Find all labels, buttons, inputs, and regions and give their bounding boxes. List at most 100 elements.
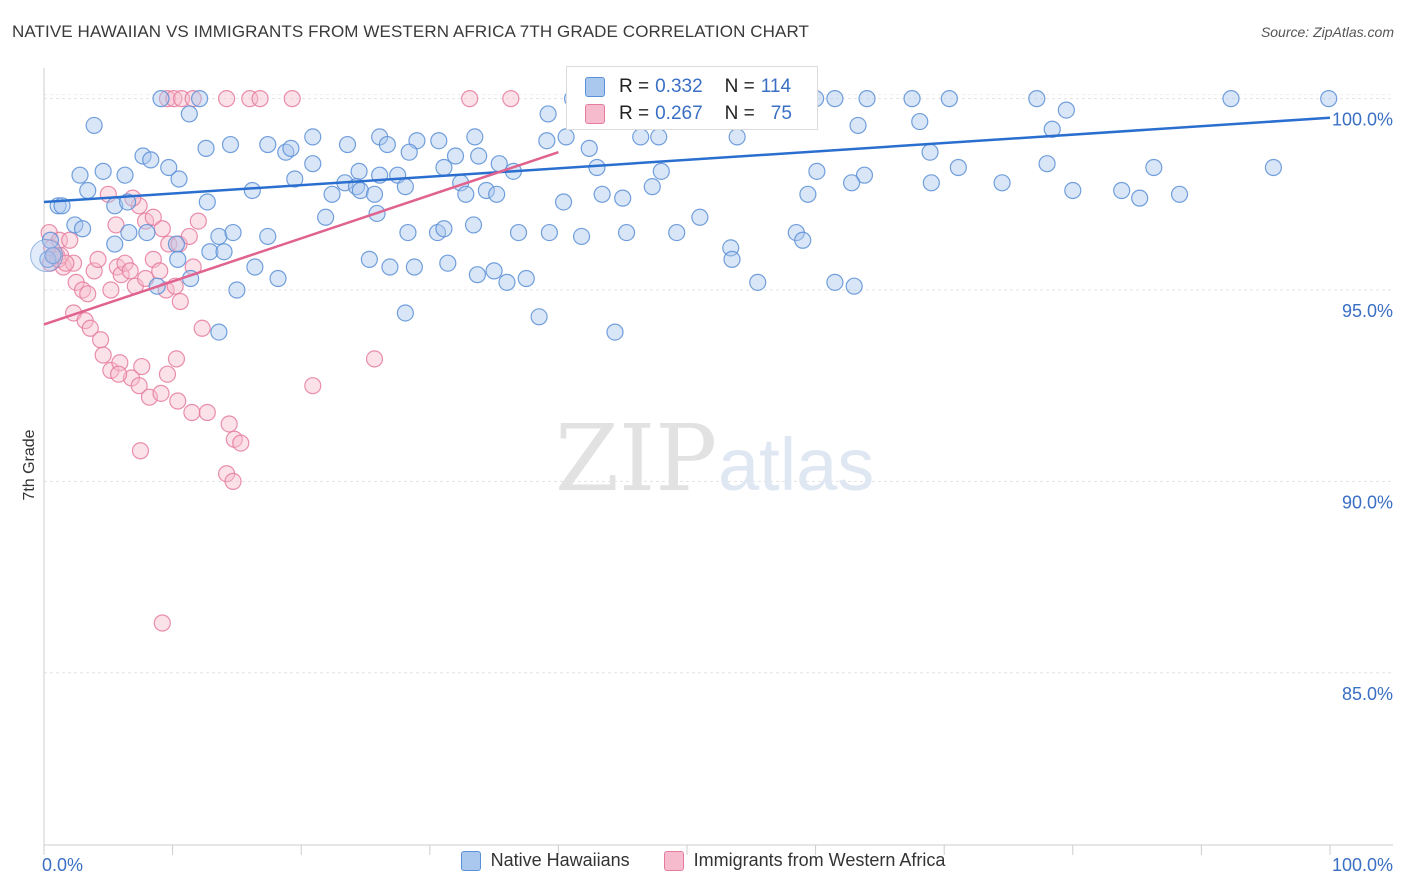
data-point-blue [1064, 181, 1082, 200]
series-native-hawaiians [30, 90, 1338, 341]
legend-swatch-blue [460, 850, 481, 871]
data-point-blue [1131, 189, 1149, 207]
data-point-blue [632, 128, 650, 146]
data-point-pink [461, 90, 479, 108]
data-point-blue [197, 139, 215, 157]
data-point-blue [517, 269, 535, 288]
stats-r-label: R = [619, 103, 650, 124]
data-point-blue [940, 90, 958, 108]
data-point-pink [224, 472, 242, 490]
data-point-blue [169, 250, 187, 268]
data-point-blue [142, 151, 160, 169]
data-point-blue [572, 227, 591, 246]
data-point-blue [338, 135, 357, 154]
data-point-blue [470, 147, 488, 165]
data-point-blue [538, 132, 556, 150]
data-point-blue [530, 308, 548, 326]
data-point-blue [826, 273, 844, 291]
data-point-blue [360, 250, 378, 268]
data-point-blue [554, 193, 573, 211]
watermark-atlas: atlas [718, 423, 874, 506]
data-point-blue [304, 128, 322, 146]
data-point-pink [183, 403, 201, 422]
data-point-blue [1038, 155, 1056, 173]
data-point-blue [210, 227, 228, 246]
data-point-blue [228, 281, 246, 299]
data-point-blue [858, 90, 876, 108]
data-point-pink [158, 90, 177, 108]
watermark: ZIP atlas [555, 405, 874, 512]
data-point-blue [922, 174, 940, 192]
legend-label-blue: Native Hawaiians [490, 850, 630, 870]
stats-r-value: 0.267 [655, 103, 703, 124]
data-point-blue [826, 90, 844, 108]
data-point-blue [1222, 90, 1240, 108]
stats-box: R = 0.332 N = 114 R = 0.267 N = 75 [566, 66, 818, 130]
data-point-blue [903, 90, 921, 108]
data-point-pink [144, 208, 162, 226]
data-point-pink [365, 350, 384, 368]
data-point-pink [133, 357, 151, 376]
legend: Native Hawaiians Immigrants from Western… [0, 850, 1406, 871]
y-tick-label: 85.0% [1342, 684, 1393, 704]
data-point-pink [198, 403, 216, 422]
data-point-blue [1145, 158, 1163, 177]
axes [43, 68, 1393, 855]
data-point-blue [323, 185, 341, 203]
data-point-blue [1113, 181, 1131, 200]
data-point-blue [381, 258, 399, 276]
data-point-blue [160, 158, 178, 177]
data-point-blue [498, 273, 516, 291]
data-point-blue [259, 135, 277, 154]
legend-swatch-pink [663, 850, 684, 871]
data-point-blue [152, 90, 170, 108]
data-point-blue [485, 262, 503, 280]
data-point-blue [643, 178, 661, 196]
data-point-pink [109, 365, 128, 383]
y-axis-label: 7th Grade [21, 429, 38, 500]
data-point-blue [446, 147, 465, 165]
data-point-pink [131, 442, 150, 460]
data-point-blue [269, 269, 287, 288]
data-point-blue [120, 223, 138, 242]
data-point-blue [399, 223, 417, 242]
data-point-blue [201, 243, 219, 261]
data-point-blue [378, 135, 396, 154]
data-point-blue [949, 158, 967, 177]
legend-item-immigrants-western-africa: Immigrants from Western Africa [663, 850, 945, 871]
data-point-cluster [30, 239, 64, 273]
data-point-blue [540, 223, 558, 242]
data-point-blue [116, 166, 134, 184]
data-point-blue [993, 174, 1011, 192]
data-point-blue [180, 105, 198, 123]
data-point-pink [180, 227, 198, 246]
data-point-pink [193, 319, 211, 337]
data-point-blue [243, 181, 261, 200]
data-point-pink [251, 90, 269, 108]
data-point-blue [843, 174, 861, 192]
data-point-pink [502, 90, 520, 108]
data-point-blue [405, 258, 423, 276]
data-point-blue [652, 162, 670, 180]
data-point-blue [350, 162, 368, 180]
data-point-pink [189, 212, 207, 230]
x-tick-label: 0.0% [42, 855, 83, 875]
data-point-blue [849, 116, 867, 135]
data-point-blue [749, 273, 767, 291]
data-point-pink [94, 346, 112, 364]
data-point-pink [121, 262, 139, 280]
data-point-blue [430, 132, 448, 150]
data-point-blue [728, 128, 746, 146]
data-point-blue [588, 158, 606, 177]
data-point-blue [396, 178, 414, 196]
stats-swatch-blue [585, 77, 605, 97]
data-point-pink [153, 614, 171, 632]
stats-swatch-pink [585, 104, 605, 124]
tick-labels: 100.0% 95.0% 90.0% 85.0% 0.0% 100.0% [42, 110, 1393, 875]
data-point-blue [477, 181, 495, 200]
data-point-blue [845, 277, 863, 295]
y-tick-label: 100.0% [1332, 110, 1393, 130]
trend-lines [43, 116, 1331, 326]
data-point-blue [71, 166, 89, 184]
